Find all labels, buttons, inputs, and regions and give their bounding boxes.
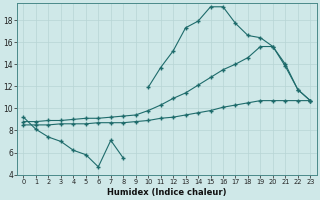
X-axis label: Humidex (Indice chaleur): Humidex (Indice chaleur) — [107, 188, 227, 197]
